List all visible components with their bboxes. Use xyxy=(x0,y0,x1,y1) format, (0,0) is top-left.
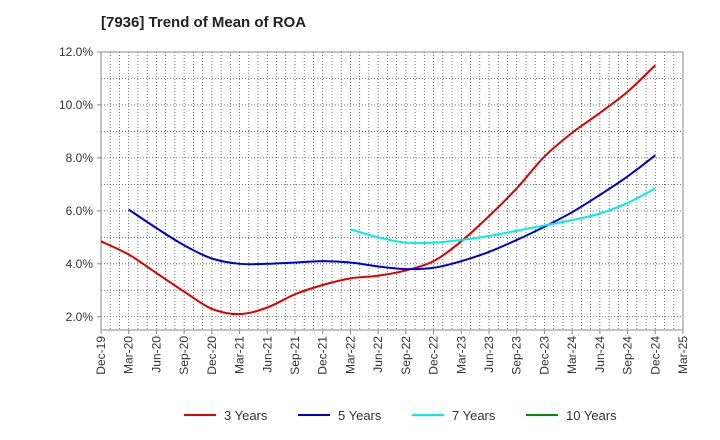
x-tick-label: Jun-23 xyxy=(482,336,496,373)
x-tick-label: Sep-20 xyxy=(177,336,191,375)
x-tick-label: Mar-20 xyxy=(122,336,136,374)
x-tick-label: Jun-22 xyxy=(371,336,385,373)
legend-label-5-years: 5 Years xyxy=(338,408,382,423)
x-tick-label: Sep-22 xyxy=(399,336,413,375)
y-tick-label: 6.0% xyxy=(66,204,94,218)
x-tick-label: Dec-19 xyxy=(94,336,108,375)
series-layer xyxy=(100,64,656,316)
x-tick-label: Dec-20 xyxy=(205,336,219,375)
x-tick-label: Jun-21 xyxy=(260,336,274,373)
y-tick-label: 2.0% xyxy=(66,310,94,324)
plot-frame xyxy=(100,51,684,331)
y-tick-label: 12.0% xyxy=(59,45,93,59)
x-tick-label: Jun-20 xyxy=(149,336,163,373)
x-tick-label: Mar-22 xyxy=(343,336,357,374)
legend-label-7-years: 7 Years xyxy=(452,408,496,423)
x-tick-label: Sep-24 xyxy=(621,336,635,375)
y-tick-label: 8.0% xyxy=(66,151,94,165)
x-tick-label: Mar-24 xyxy=(565,336,579,374)
x-tick-label: Sep-23 xyxy=(510,336,524,375)
axis-layer: 2.0% 4.0% 6.0% 8.0% 10.0% 12.0% Dec-19 Mar-20 Ju… xyxy=(59,45,690,375)
x-tick-label: Mar-21 xyxy=(233,336,247,374)
y-tick-label: 10.0% xyxy=(59,98,93,112)
x-tick-label: Dec-21 xyxy=(316,336,330,375)
series-line-7-years xyxy=(350,187,656,245)
series-line-5-years xyxy=(128,154,656,271)
x-tick-label: Dec-22 xyxy=(427,336,441,375)
y-tick-label: 4.0% xyxy=(66,257,94,271)
legend-label-3-years: 3 Years xyxy=(224,408,268,423)
x-tick-label: Mar-23 xyxy=(454,336,468,374)
chart-title: [7936] Trend of Mean of ROA xyxy=(101,14,307,31)
series-line-3-years xyxy=(100,64,656,316)
grid-layer xyxy=(101,52,683,330)
x-tick-label: Dec-24 xyxy=(648,336,662,375)
x-tick-label: Sep-21 xyxy=(288,336,302,375)
legend-layer: 3 Years 5 Years 7 Years 10 Years xyxy=(184,408,617,423)
x-tick-label: Dec-23 xyxy=(537,336,551,375)
x-tick-label: Mar-25 xyxy=(676,336,690,374)
legend-label-10-years: 10 Years xyxy=(566,408,617,423)
x-tick-label: Jun-24 xyxy=(593,336,607,373)
